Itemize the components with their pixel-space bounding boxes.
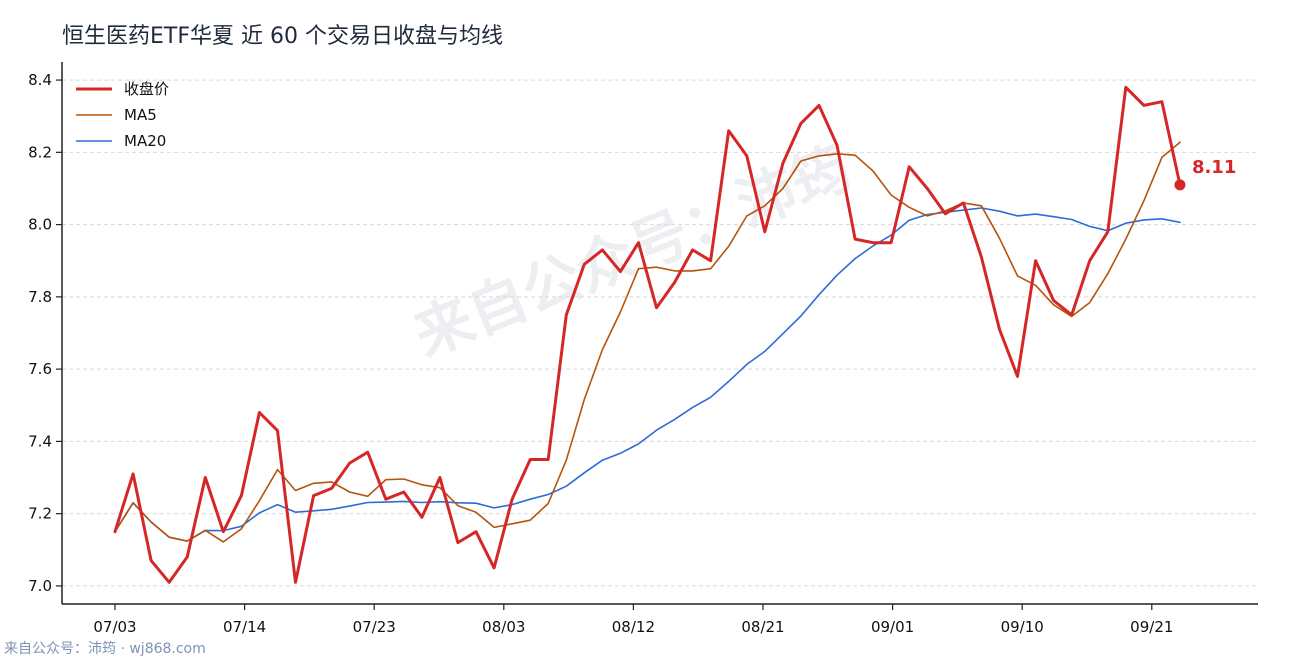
x-tick-label: 07/23 bbox=[353, 618, 396, 636]
x-tick-label: 08/03 bbox=[482, 618, 525, 636]
legend-label: 收盘价 bbox=[124, 80, 169, 98]
x-tick-label: 08/12 bbox=[612, 618, 655, 636]
x-tick-label: 09/01 bbox=[871, 618, 914, 636]
axes: 7.0 7.2 7.4 7.6 7.8 8.0 8.2 8.4 07/03 07/14 07/23 0… bbox=[28, 62, 1258, 636]
x-tick-label: 09/21 bbox=[1130, 618, 1173, 636]
series-marks: 8.11 bbox=[1174, 157, 1236, 191]
y-tick-label: 7.2 bbox=[28, 505, 52, 523]
series-line-ma5 bbox=[114, 141, 1181, 543]
series-lines bbox=[113, 85, 1182, 584]
x-tick-label: 09/10 bbox=[1001, 618, 1044, 636]
x-tick-label: 08/21 bbox=[741, 618, 784, 636]
x-tick-label: 07/03 bbox=[93, 618, 136, 636]
y-tick-label: 8.0 bbox=[28, 216, 52, 234]
y-tick-label: 7.6 bbox=[28, 360, 52, 378]
y-tick-label: 7.4 bbox=[28, 432, 52, 450]
footer-credit: 来自公众号：沛筠 · wj868.com bbox=[4, 641, 206, 657]
y-tick-label: 7.0 bbox=[28, 577, 52, 595]
legend-label: MA20 bbox=[124, 132, 166, 150]
y-tick-label: 8.4 bbox=[28, 71, 52, 89]
y-tick-label: 8.2 bbox=[28, 143, 52, 161]
series-line-ma20 bbox=[114, 207, 1181, 542]
legend: 收盘价 MA5 MA20 bbox=[76, 80, 169, 150]
last-close-point bbox=[1174, 179, 1186, 191]
chart-title: 恒生医药ETF华夏 近 60 个交易日收盘与均线 bbox=[62, 24, 503, 49]
grid-lines bbox=[62, 79, 1258, 587]
y-tick-label: 7.8 bbox=[28, 288, 52, 306]
series-line-close bbox=[113, 85, 1182, 584]
last-close-label: 8.11 bbox=[1192, 157, 1236, 178]
legend-label: MA5 bbox=[124, 106, 157, 124]
x-tick-label: 07/14 bbox=[223, 618, 266, 636]
